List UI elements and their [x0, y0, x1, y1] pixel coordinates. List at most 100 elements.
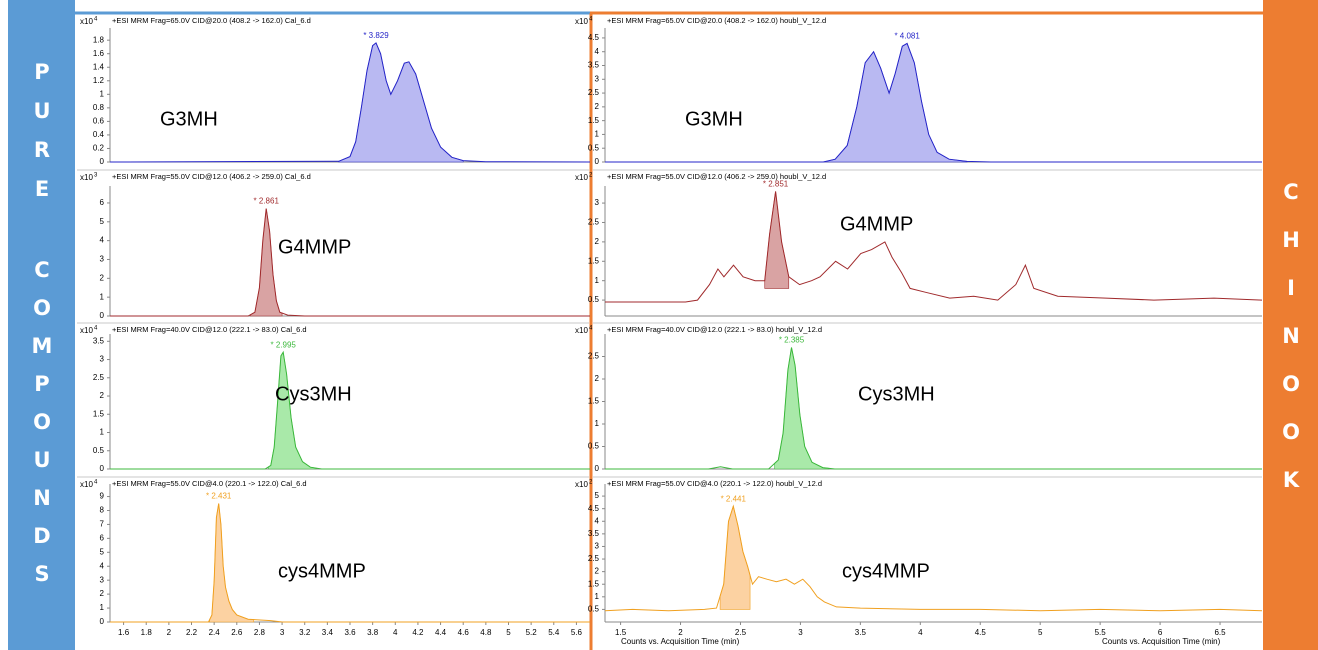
- compound-name: G3MH: [685, 108, 743, 130]
- x-tick-label: 1.6: [118, 628, 130, 637]
- y-tick-label: 3.5: [93, 336, 105, 345]
- peak-label: * 3.829: [363, 31, 389, 40]
- y-tick-label: 0: [100, 157, 105, 166]
- y-tick-label: 1.5: [588, 256, 600, 265]
- right-label: CHINOOK: [1279, 180, 1303, 516]
- x-tick-label: 2.8: [254, 628, 266, 637]
- peak-label: * 2.851: [763, 180, 789, 189]
- y-tick-label: 9: [100, 492, 105, 501]
- y-exponent: 4: [94, 17, 98, 23]
- y-tick-label: 6: [100, 198, 105, 207]
- x-tick-label: 6: [1158, 628, 1163, 637]
- y-tick-label: 3: [595, 74, 600, 83]
- x-tick-label: 5.2: [526, 628, 538, 637]
- y-tick-label: 2.5: [588, 352, 600, 361]
- peak-area: [774, 347, 830, 470]
- y-tick-label: 1.5: [588, 397, 600, 406]
- y-exponent: 2: [589, 480, 593, 486]
- y-exponent: 4: [589, 17, 593, 23]
- y-tick-label: 5: [595, 491, 600, 500]
- x-tick-label: 3: [280, 628, 285, 637]
- y-tick-label: 2.5: [588, 218, 600, 227]
- chromatogram-line: [605, 42, 1262, 163]
- panel-title: +ESI MRM Frag=55.0V CID@12.0 (406.2 -> 2…: [607, 172, 826, 181]
- x-tick-label: 4.6: [458, 628, 470, 637]
- y-tick-label: 3.5: [588, 61, 600, 70]
- panel-title: +ESI MRM Frag=55.0V CID@4.0 (220.1 -> 12…: [112, 479, 307, 488]
- peak-area: [823, 43, 968, 163]
- x-tick-label: 5.6: [571, 628, 583, 637]
- y-multiplier: x10: [80, 326, 93, 335]
- x-tick-label: 5: [506, 628, 511, 637]
- y-tick-label: 1.8: [93, 35, 105, 44]
- y-tick-label: 2: [595, 102, 600, 111]
- y-tick-label: 3: [100, 575, 105, 584]
- y-tick-label: 0.6: [93, 117, 105, 126]
- x-tick-label: 2: [678, 628, 683, 637]
- y-tick-label: 7: [100, 520, 105, 529]
- y-tick-label: 1: [595, 276, 600, 285]
- x-tick-label: 4.2: [412, 628, 424, 637]
- x-tick-label: 4: [393, 628, 398, 637]
- y-exponent: 2: [589, 173, 593, 179]
- x-tick-label: 2.4: [209, 628, 221, 637]
- y-tick-label: 0.4: [93, 130, 105, 139]
- panel-title: +ESI MRM Frag=65.0V CID@20.0 (408.2 -> 1…: [607, 16, 826, 25]
- y-tick-label: 0: [595, 464, 600, 473]
- y-multiplier: x10: [575, 326, 588, 335]
- y-tick-label: 1.5: [93, 409, 105, 418]
- y-tick-label: 8: [100, 506, 105, 515]
- y-tick-label: 3: [595, 542, 600, 551]
- x-tick-label: 3.6: [344, 628, 356, 637]
- x-tick-label: 3.2: [299, 628, 311, 637]
- y-exponent: 4: [589, 326, 593, 332]
- y-tick-label: 1: [100, 603, 105, 612]
- compound-name: G4MMP: [840, 213, 913, 235]
- x-tick-label: 3.8: [367, 628, 379, 637]
- y-tick-label: 0.5: [588, 605, 600, 614]
- x-tick-label: 4.4: [435, 628, 447, 637]
- y-tick-label: 4.5: [588, 33, 600, 42]
- compound-name: G3MH: [160, 108, 218, 130]
- y-tick-label: 1: [595, 130, 600, 139]
- right-band: [1263, 0, 1318, 650]
- peak-label: * 2.431: [206, 492, 232, 501]
- y-exponent: 3: [94, 173, 98, 179]
- chromatogram-line: [110, 503, 590, 623]
- y-tick-label: 3: [100, 355, 105, 364]
- y-multiplier: x10: [575, 480, 588, 489]
- y-multiplier: x10: [80, 173, 93, 182]
- y-tick-label: 2.5: [588, 554, 600, 563]
- compound-name: Cys3MH: [858, 383, 935, 405]
- left-label: PURE: [30, 60, 54, 216]
- y-tick-label: 0.8: [93, 103, 105, 112]
- y-tick-label: 0.5: [588, 295, 600, 304]
- y-tick-label: 1.2: [93, 76, 105, 85]
- x-tick-label: 2: [167, 628, 172, 637]
- chromatogram-line: [109, 42, 591, 163]
- x-tick-label: 4.5: [975, 628, 987, 637]
- peak-area: [268, 351, 317, 470]
- peak-area: [764, 191, 790, 289]
- y-tick-label: 1: [100, 292, 105, 301]
- y-exponent: 4: [94, 480, 98, 486]
- panel-title: +ESI MRM Frag=55.0V CID@4.0 (220.1 -> 12…: [607, 479, 822, 488]
- y-tick-label: 0: [595, 157, 600, 166]
- left-label: COMPOUNDS: [30, 258, 54, 600]
- x-tick-label: 4.8: [480, 628, 492, 637]
- x-tick-label: 3.4: [322, 628, 334, 637]
- x-axis-label: Counts vs. Acquisition Time (min): [1102, 637, 1221, 646]
- y-tick-label: 4.5: [588, 504, 600, 513]
- y-exponent: 4: [94, 326, 98, 332]
- y-tick-label: 0.5: [588, 442, 600, 451]
- x-tick-label: 5.5: [1095, 628, 1107, 637]
- y-tick-label: 5: [100, 217, 105, 226]
- peak-label: * 2.385: [779, 336, 805, 345]
- x-tick-label: 3.5: [855, 628, 867, 637]
- y-tick-label: 2: [100, 391, 105, 400]
- y-tick-label: 2: [100, 589, 105, 598]
- y-tick-label: 2: [595, 237, 600, 246]
- y-tick-label: 0.5: [93, 446, 105, 455]
